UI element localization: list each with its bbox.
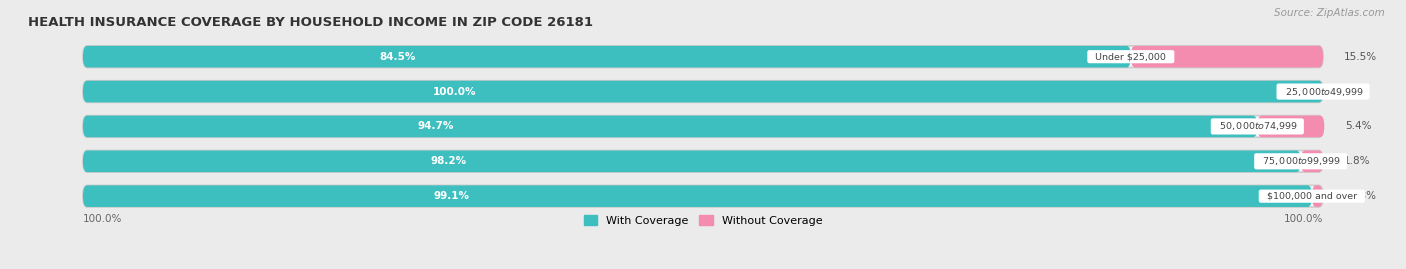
Text: HEALTH INSURANCE COVERAGE BY HOUSEHOLD INCOME IN ZIP CODE 26181: HEALTH INSURANCE COVERAGE BY HOUSEHOLD I…: [28, 16, 593, 29]
FancyBboxPatch shape: [83, 46, 1323, 68]
FancyBboxPatch shape: [83, 81, 1323, 102]
FancyBboxPatch shape: [1257, 116, 1324, 137]
Text: 100.0%: 100.0%: [1284, 214, 1323, 224]
Text: 1.8%: 1.8%: [1344, 156, 1371, 166]
FancyBboxPatch shape: [83, 185, 1323, 207]
Text: Under $25,000: Under $25,000: [1090, 52, 1173, 61]
Text: 0.0%: 0.0%: [1344, 87, 1369, 97]
Text: $75,000 to $99,999: $75,000 to $99,999: [1256, 155, 1346, 167]
Text: 94.7%: 94.7%: [418, 121, 454, 132]
Text: 99.1%: 99.1%: [433, 191, 470, 201]
Text: 98.2%: 98.2%: [430, 156, 467, 166]
Text: 5.4%: 5.4%: [1346, 121, 1371, 132]
Legend: With Coverage, Without Coverage: With Coverage, Without Coverage: [579, 210, 827, 230]
Text: Source: ZipAtlas.com: Source: ZipAtlas.com: [1274, 8, 1385, 18]
FancyBboxPatch shape: [83, 116, 1323, 137]
Text: $50,000 to $74,999: $50,000 to $74,999: [1213, 121, 1302, 132]
FancyBboxPatch shape: [83, 185, 1312, 207]
FancyBboxPatch shape: [83, 81, 1323, 102]
Text: $100,000 and over: $100,000 and over: [1261, 192, 1362, 201]
FancyBboxPatch shape: [83, 150, 1323, 172]
FancyBboxPatch shape: [83, 46, 1130, 68]
Text: 100.0%: 100.0%: [83, 214, 122, 224]
Text: 15.5%: 15.5%: [1344, 52, 1376, 62]
FancyBboxPatch shape: [1301, 150, 1323, 172]
FancyBboxPatch shape: [83, 116, 1257, 137]
FancyBboxPatch shape: [83, 150, 1301, 172]
Text: 84.5%: 84.5%: [380, 52, 416, 62]
FancyBboxPatch shape: [1130, 46, 1323, 68]
Text: 0.88%: 0.88%: [1344, 191, 1376, 201]
Text: 100.0%: 100.0%: [433, 87, 477, 97]
FancyBboxPatch shape: [1312, 185, 1323, 207]
Text: $25,000 to $49,999: $25,000 to $49,999: [1278, 86, 1368, 98]
